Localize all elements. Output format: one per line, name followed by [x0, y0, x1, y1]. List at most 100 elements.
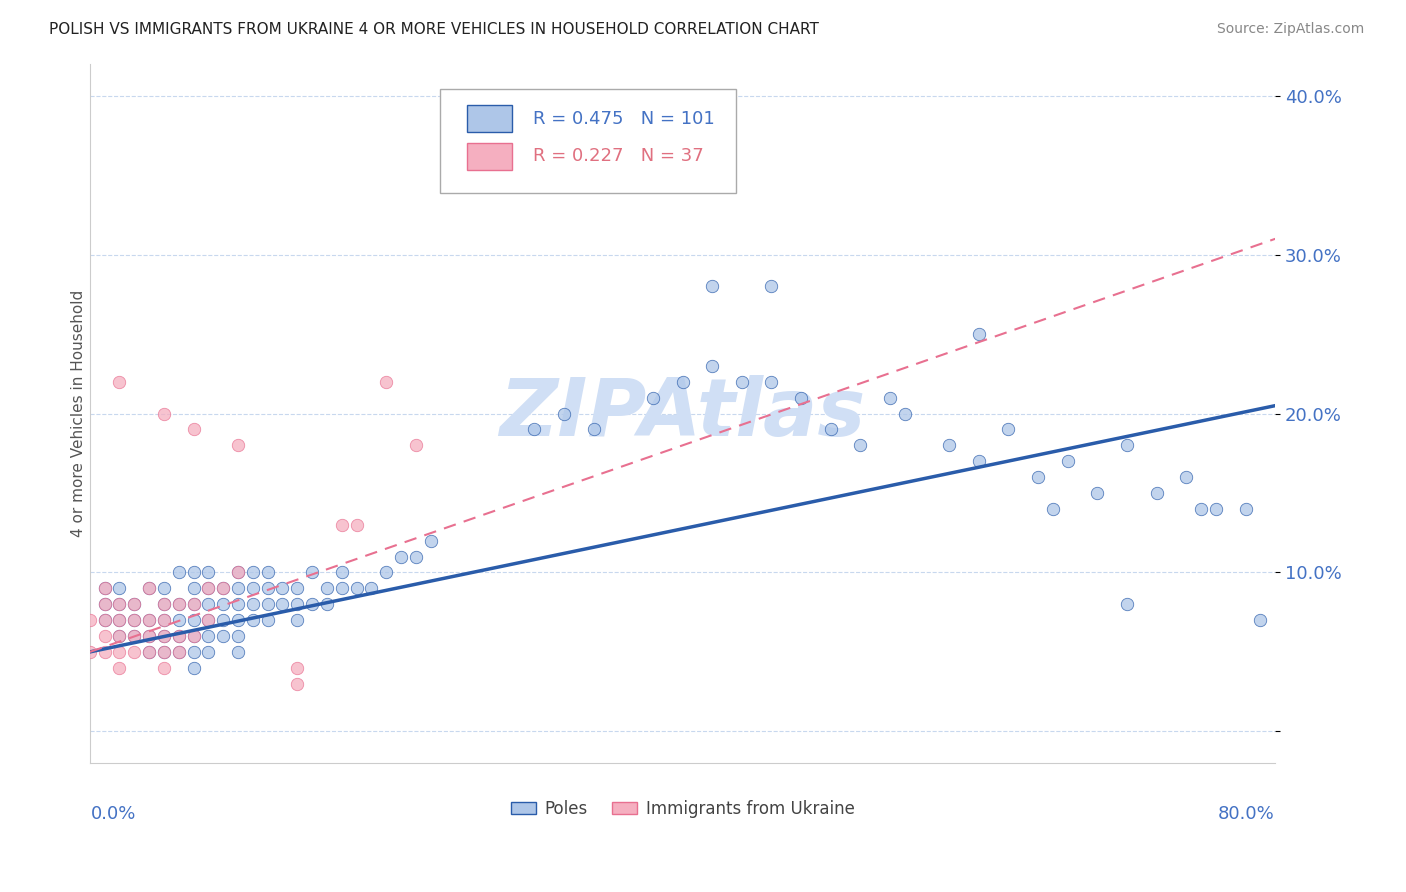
Bar — [467, 105, 512, 132]
Point — [108, 582, 131, 596]
Point — [212, 597, 235, 611]
Text: ZIPAtlas: ZIPAtlas — [499, 375, 866, 452]
Point — [1205, 502, 1227, 516]
Point — [242, 566, 264, 580]
Point — [405, 549, 427, 564]
Point — [553, 407, 575, 421]
Text: 80.0%: 80.0% — [1218, 805, 1274, 823]
Point — [702, 279, 724, 293]
Legend: Poles, Immigrants from Ukraine: Poles, Immigrants from Ukraine — [503, 793, 860, 825]
Point — [167, 645, 190, 659]
Point — [197, 566, 219, 580]
Point — [183, 661, 205, 675]
Point — [167, 613, 190, 627]
Point — [183, 629, 205, 643]
Point — [108, 629, 131, 643]
Point — [1249, 613, 1271, 627]
Point — [967, 327, 990, 342]
Point — [153, 645, 176, 659]
Point — [153, 582, 176, 596]
Point — [124, 629, 146, 643]
Point — [226, 629, 249, 643]
Point — [108, 629, 131, 643]
Point — [285, 661, 308, 675]
Point — [124, 613, 146, 627]
Point — [93, 582, 115, 596]
Point — [671, 375, 693, 389]
Point — [124, 645, 146, 659]
Point — [271, 597, 294, 611]
Point — [108, 645, 131, 659]
Point — [997, 422, 1019, 436]
Point — [375, 375, 398, 389]
Point — [183, 597, 205, 611]
Point — [820, 422, 842, 436]
Point — [183, 582, 205, 596]
Point — [197, 629, 219, 643]
Point — [138, 582, 160, 596]
Point — [183, 613, 205, 627]
Point — [212, 613, 235, 627]
Point — [212, 582, 235, 596]
Point — [226, 566, 249, 580]
Point — [153, 597, 176, 611]
Point — [153, 407, 176, 421]
Point — [330, 517, 353, 532]
Point — [641, 391, 664, 405]
Point — [879, 391, 901, 405]
Text: Source: ZipAtlas.com: Source: ZipAtlas.com — [1216, 22, 1364, 37]
Point — [1087, 486, 1109, 500]
Point — [93, 613, 115, 627]
Point — [183, 629, 205, 643]
Point — [212, 582, 235, 596]
Point — [226, 597, 249, 611]
Point — [285, 597, 308, 611]
Point — [153, 645, 176, 659]
Point — [641, 168, 664, 182]
Point — [93, 613, 115, 627]
Point — [153, 597, 176, 611]
Point — [285, 582, 308, 596]
Point — [285, 676, 308, 690]
Text: R = 0.227   N = 37: R = 0.227 N = 37 — [533, 147, 704, 165]
Text: POLISH VS IMMIGRANTS FROM UKRAINE 4 OR MORE VEHICLES IN HOUSEHOLD CORRELATION CH: POLISH VS IMMIGRANTS FROM UKRAINE 4 OR M… — [49, 22, 820, 37]
Point — [183, 422, 205, 436]
Point — [153, 629, 176, 643]
Point — [108, 597, 131, 611]
Point — [316, 597, 339, 611]
Point — [226, 438, 249, 452]
Point — [138, 582, 160, 596]
Point — [761, 375, 783, 389]
Point — [301, 566, 323, 580]
Point — [93, 582, 115, 596]
Point — [301, 597, 323, 611]
Point — [93, 597, 115, 611]
Point — [197, 582, 219, 596]
Point — [138, 645, 160, 659]
Point — [167, 597, 190, 611]
Point — [967, 454, 990, 468]
Point — [124, 613, 146, 627]
Point — [197, 597, 219, 611]
Point — [1116, 597, 1139, 611]
Point — [360, 582, 382, 596]
Point — [419, 533, 441, 548]
Point — [108, 375, 131, 389]
Point — [1146, 486, 1168, 500]
Point — [153, 629, 176, 643]
Point — [108, 661, 131, 675]
Point — [375, 566, 398, 580]
Point — [256, 566, 278, 580]
Point — [256, 613, 278, 627]
Point — [226, 566, 249, 580]
Point — [1056, 454, 1078, 468]
Point — [108, 613, 131, 627]
Point — [138, 629, 160, 643]
Point — [138, 613, 160, 627]
Point — [93, 597, 115, 611]
Point — [849, 438, 872, 452]
Point — [346, 582, 368, 596]
Point — [938, 438, 960, 452]
Point — [271, 582, 294, 596]
Point — [226, 613, 249, 627]
